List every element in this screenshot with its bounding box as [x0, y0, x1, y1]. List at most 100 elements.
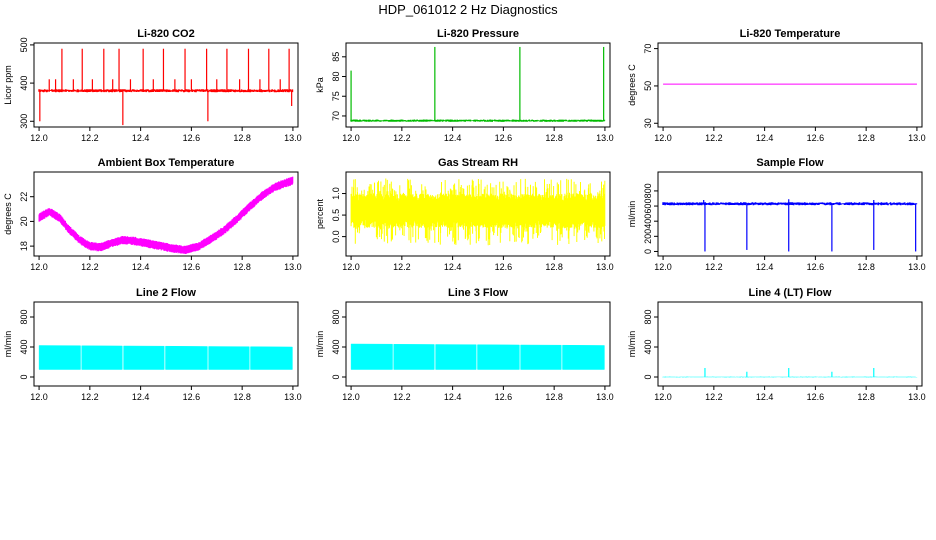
y-axis-label: ml/min: [627, 201, 637, 228]
series-data: [662, 368, 918, 378]
y-tick-label: 300: [19, 114, 29, 129]
x-tick-label: 13.0: [284, 392, 302, 402]
x-tick-label: 12.8: [857, 133, 875, 143]
plot-frame: [33, 301, 299, 387]
y-tick-label: 400: [19, 339, 29, 354]
x-tick-label: 12.0: [30, 262, 48, 272]
x-tick-label: 12.0: [654, 392, 672, 402]
panel-title: Line 4 (LT) Flow: [749, 287, 832, 299]
panel-title: Gas Stream RH: [438, 157, 518, 169]
x-tick-label: 12.8: [857, 262, 875, 272]
x-tick-label: 12.2: [81, 262, 99, 272]
y-tick-label: 22: [19, 192, 29, 202]
x-tick-label: 12.2: [81, 133, 99, 143]
x-tick-label: 12.4: [444, 262, 462, 272]
x-tick-label: 12.6: [807, 262, 825, 272]
panels-group: Li-820 CO2 Licor ppm 12.0 12.2 12.4 12.6 12.8 1…: [3, 28, 926, 402]
plot-frame: [33, 171, 299, 257]
series-data: [38, 48, 294, 126]
x-tick-label: 12.6: [495, 392, 513, 402]
y-tick-label: 400: [19, 76, 29, 91]
panel-title: Line 3 Flow: [448, 287, 508, 299]
y-tick-label: 0.5: [331, 209, 341, 222]
x-tick-label: 12.8: [233, 262, 251, 272]
x-tick-label: 12.0: [342, 262, 360, 272]
y-tick-label: 0: [643, 374, 653, 379]
plot-frame: [345, 301, 611, 387]
flow-block: [393, 344, 435, 370]
y-tick-label: 400: [643, 214, 653, 229]
x-tick-label: 12.2: [393, 392, 411, 402]
y-tick-label: 400: [331, 339, 341, 354]
x-tick-label: 13.0: [596, 262, 614, 272]
y-tick-label: 500: [19, 37, 29, 52]
x-tick-label: 12.0: [654, 262, 672, 272]
x-tick-label: 12.4: [756, 262, 774, 272]
y-axis-label: Licor ppm: [3, 65, 13, 105]
x-tick-label: 12.2: [393, 133, 411, 143]
panel-title: Li-820 Pressure: [437, 28, 519, 40]
y-tick-label: 0: [643, 249, 653, 254]
panel-9: Line 4 (LT) Flow ml/min 12.0 12.2 12.4 12.6 12…: [627, 287, 926, 402]
y-axis-label: percent: [315, 198, 325, 229]
flow-block: [250, 346, 293, 370]
panel-title: Li-820 CO2: [137, 28, 194, 40]
flow-block: [520, 344, 562, 370]
y-tick-label: 600: [643, 199, 653, 214]
x-tick-label: 12.8: [233, 133, 251, 143]
y-axis-label: ml/min: [315, 331, 325, 358]
panel-1: Li-820 CO2 Licor ppm 12.0 12.2 12.4 12.6 12.8 1…: [3, 28, 302, 143]
x-tick-label: 12.0: [30, 133, 48, 143]
x-tick-label: 13.0: [284, 262, 302, 272]
x-tick-label: 12.4: [756, 133, 774, 143]
series-baseline: [662, 376, 918, 378]
series-band: [38, 176, 294, 254]
y-tick-label: 0.0: [331, 230, 341, 243]
y-tick-label: 75: [331, 91, 341, 101]
series-data: [350, 178, 606, 246]
x-tick-label: 12.8: [857, 392, 875, 402]
x-tick-label: 12.6: [495, 262, 513, 272]
x-tick-label: 12.6: [183, 392, 201, 402]
plot-frame: [33, 42, 299, 128]
series-data: [350, 343, 605, 370]
x-tick-label: 12.6: [495, 133, 513, 143]
x-tick-label: 12.6: [183, 133, 201, 143]
y-axis-label: degrees C: [627, 64, 637, 106]
y-tick-label: 400: [643, 339, 653, 354]
flow-block: [350, 343, 393, 370]
y-axis-label: degrees C: [3, 193, 13, 235]
x-tick-label: 12.4: [132, 133, 150, 143]
panel-6: Sample Flow ml/min 12.0 12.2 12.4 12.6 12.8 13.…: [627, 157, 926, 272]
panel-title: Li-820 Temperature: [740, 28, 841, 40]
panel-2: Li-820 Pressure kPa 12.0 12.2 12.4 12.6 12.8 13…: [315, 28, 614, 143]
flow-block: [165, 345, 208, 370]
x-tick-label: 12.4: [444, 133, 462, 143]
x-tick-label: 13.0: [908, 133, 926, 143]
y-axis-label: ml/min: [627, 331, 637, 358]
figure-title: HDP_061012 2 Hz Diagnostics: [378, 2, 558, 17]
plot-frame: [345, 42, 611, 128]
panel-4: Ambient Box Temperature degrees C 12.0 12.2…: [3, 157, 302, 272]
series-data: [38, 176, 294, 254]
panel-title: Ambient Box Temperature: [98, 157, 235, 169]
y-axis-label: kPa: [315, 77, 325, 93]
flow-block: [435, 344, 477, 370]
x-tick-label: 13.0: [596, 133, 614, 143]
x-tick-label: 12.8: [545, 262, 563, 272]
x-tick-label: 12.4: [132, 262, 150, 272]
y-axis-label: ml/min: [3, 331, 13, 358]
y-tick-label: 800: [19, 309, 29, 324]
panel-7: Line 2 Flow ml/min 12.0 12.2 12.4 12.6 12.8 13.…: [3, 287, 302, 402]
x-tick-label: 12.0: [30, 392, 48, 402]
panel-title: Line 2 Flow: [136, 287, 196, 299]
panel-3: Li-820 Temperature degrees C 12.0 12.2 12.4 1…: [627, 28, 926, 143]
series-noise: [350, 178, 606, 246]
x-tick-label: 13.0: [908, 262, 926, 272]
plot-frame: [657, 42, 923, 128]
y-tick-label: 20: [19, 216, 29, 226]
x-tick-label: 12.2: [81, 392, 99, 402]
series-data: [662, 199, 918, 252]
x-tick-label: 12.0: [342, 133, 360, 143]
flow-block: [81, 345, 123, 370]
